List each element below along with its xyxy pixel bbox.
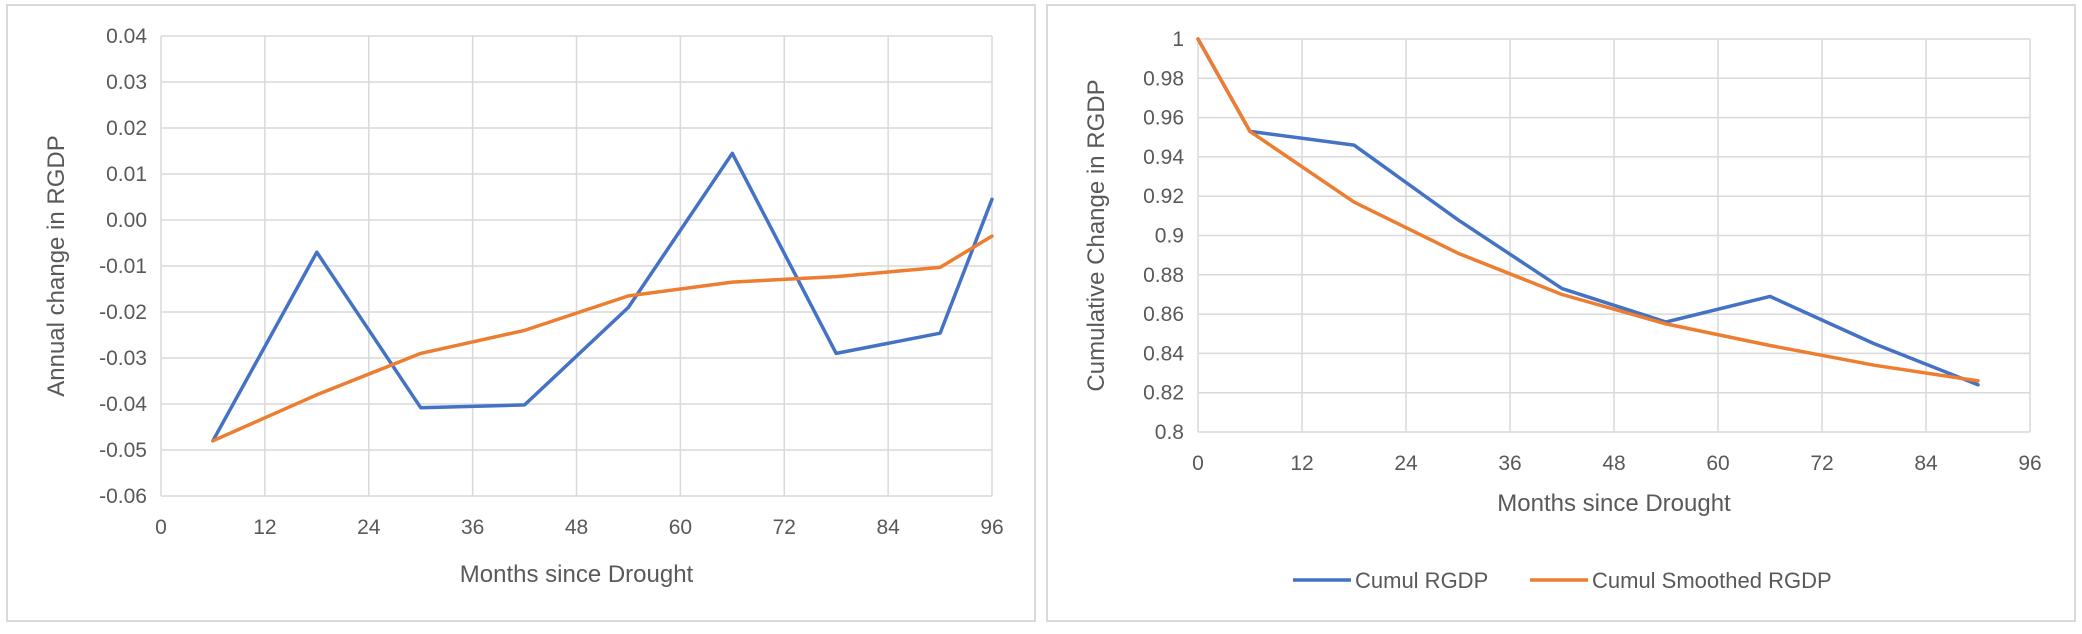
x-tick-label: 24: [1394, 452, 1418, 475]
series-line-1: [211, 151, 994, 443]
x-tick-label: 96: [980, 516, 1003, 539]
y-tick-label: -0.06: [99, 485, 147, 508]
y-tick-label: -0.04: [99, 393, 147, 416]
x-tick-label: 48: [1602, 452, 1625, 475]
y-tick-label: 0.98: [1143, 67, 1184, 90]
x-tick-label: 72: [1810, 452, 1833, 475]
y-tick-label: 0.8: [1155, 421, 1184, 444]
x-tick-label: 36: [1498, 452, 1521, 475]
x-tick-label: 12: [253, 516, 276, 539]
y-tick-label: 1: [1172, 28, 1184, 51]
series-line-2: [211, 234, 994, 443]
y-tick-label: 0.01: [106, 163, 147, 186]
x-tick-label: 0: [155, 516, 167, 539]
y-tick-label: -0.01: [99, 255, 147, 278]
cumulative-change-chart: 0.8 0.82 0.84 0.86 0.88 0.9 0.92 0.94 0.96 0.98 1 0…: [1083, 28, 2042, 593]
y-tick-label: -0.02: [99, 301, 147, 324]
x-tick-label: 60: [1706, 452, 1729, 475]
y-tick-label: 0.92: [1143, 185, 1184, 208]
y-tick-label: 0.82: [1143, 382, 1184, 405]
y-tick-label: 0.00: [106, 209, 147, 232]
x-axis-title: Months since Drought: [1497, 490, 1731, 517]
legend-label: Cumul Smoothed RGDP: [1592, 568, 1832, 593]
y-tick-label: 0.88: [1143, 264, 1184, 287]
x-axis-title: Months since Drought: [460, 561, 694, 588]
left-chart-panel: -0.06 -0.05 -0.04 -0.03 -0.02 -0.01 0.00 0.01 0.…: [6, 4, 1036, 622]
y-tick-label: 0.94: [1143, 146, 1184, 169]
x-tick-label: 60: [669, 516, 692, 539]
x-tick-label: 48: [565, 516, 588, 539]
y-tick-label: 0.02: [106, 117, 147, 140]
annual-change-chart: -0.06 -0.05 -0.04 -0.03 -0.02 -0.01 0.00 0.01 0.…: [43, 25, 1004, 588]
x-tick-label: 24: [357, 516, 381, 539]
x-tick-label: 84: [876, 516, 900, 539]
x-tick-label: 0: [1192, 452, 1204, 475]
y-tick-label: 0.03: [106, 71, 147, 94]
right-chart-panel: 0.8 0.82 0.84 0.86 0.88 0.9 0.92 0.94 0.96 0.98 1 0…: [1046, 4, 2076, 622]
x-tick-label: 84: [1914, 452, 1938, 475]
y-tick-label: 0.04: [106, 25, 147, 48]
series-line-1: [1196, 37, 1980, 387]
y-axis-title: Annual change in RGDP: [43, 135, 70, 397]
y-tick-label: 0.96: [1143, 107, 1184, 130]
legend-label: Cumul RGDP: [1355, 568, 1488, 593]
x-tick-label: 72: [773, 516, 796, 539]
y-tick-label: -0.03: [99, 347, 147, 370]
y-tick-label: -0.05: [99, 439, 147, 462]
x-tick-label: 96: [2018, 452, 2041, 475]
y-tick-label: 0.9: [1155, 225, 1184, 248]
x-tick-label: 36: [461, 516, 484, 539]
x-tick-label: 12: [1290, 452, 1313, 475]
y-tick-label: 0.86: [1143, 303, 1184, 326]
y-tick-label: 0.84: [1143, 342, 1184, 365]
y-axis-title: Cumulative Change in RGDP: [1083, 79, 1110, 391]
series-line-2: [1196, 37, 1980, 383]
